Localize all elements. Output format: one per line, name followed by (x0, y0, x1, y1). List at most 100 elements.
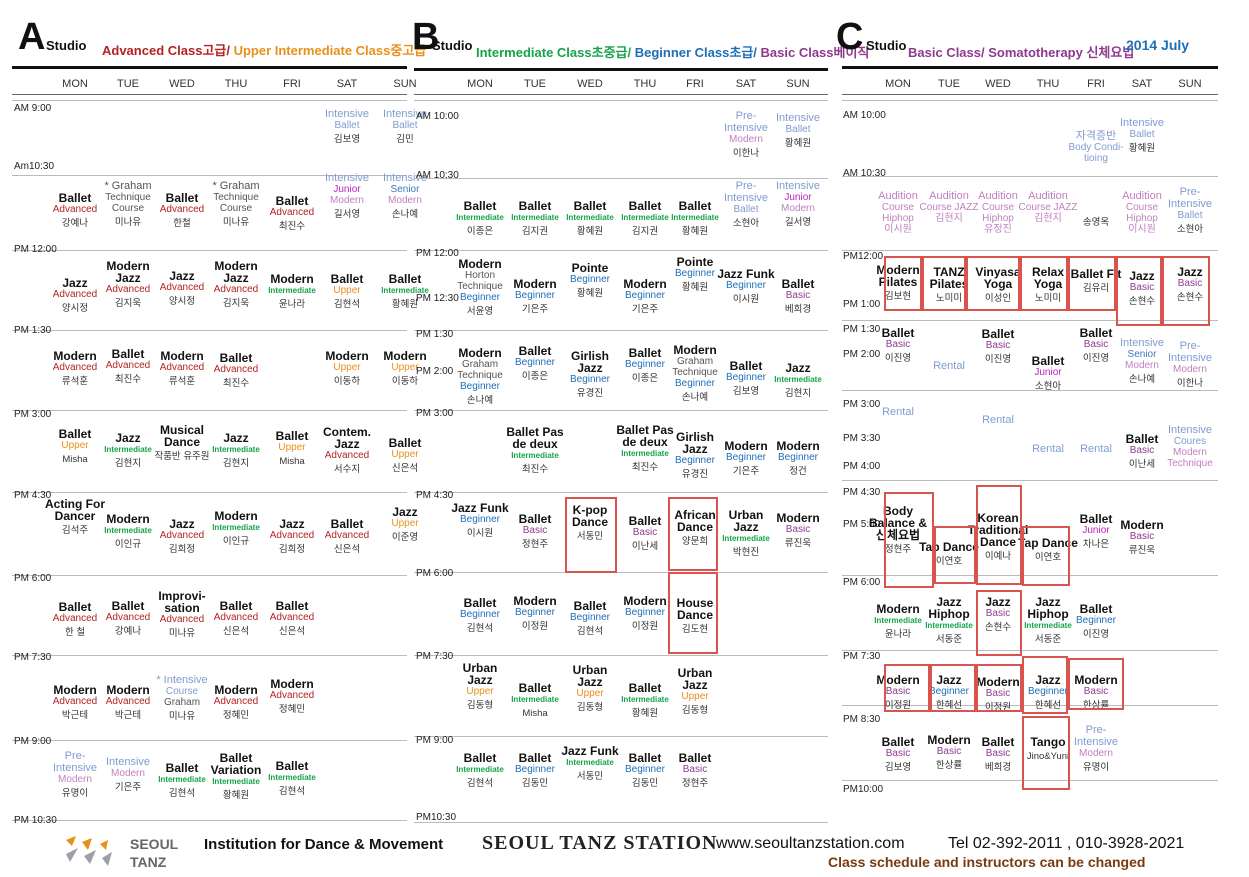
class-slot: Ballet Advanced 한 철 (44, 601, 106, 638)
class-level: Basic (522, 525, 548, 536)
class-name: Ballet (219, 351, 253, 365)
class-level: Beginner (725, 280, 767, 291)
class-name: Jazz (169, 517, 195, 531)
instructor-name: 신은석 (278, 626, 306, 637)
instructor-name: 기은주 (521, 304, 549, 315)
class-slot: Ballet Advanced 강예나 (97, 600, 159, 637)
instructor-name: 류진욱 (1128, 545, 1156, 556)
instructor-name: 손나예 (391, 209, 419, 220)
class-slot: Jazz Funk Beginner 이시원 (449, 502, 511, 539)
class-slot: Modern Beginner 이정원 (614, 595, 676, 632)
grid-line (12, 655, 407, 656)
class-slot: Ballet Pas de deux Intermediate 최진수 (504, 426, 566, 475)
class-level: Basic (1129, 445, 1155, 456)
class-level: Intermediate (511, 451, 559, 460)
class-name: Urban Jazz (572, 663, 608, 689)
class-slot: Ballet Fit 김유리 (1065, 268, 1127, 294)
class-level: Advanced (105, 360, 151, 371)
class-slot: Ballet Beginner 김동민 (614, 752, 676, 789)
instructor-name: 황혜원 (784, 138, 812, 149)
class-slot: Jazz Basic 손현수 (967, 596, 1029, 633)
class-slot: Ballet Beginner 이종은 (504, 345, 566, 382)
class-level: Basic (1129, 282, 1155, 293)
class-slot: Modern Basic 류진욱 (767, 512, 829, 549)
class-level: Intermediate (621, 449, 669, 458)
instructor-name: 서동준 (1034, 634, 1062, 645)
instructor-name: 김동형 (681, 705, 709, 716)
website-link[interactable]: www.seoultanzstation.com (716, 835, 905, 852)
class-name: Musical Dance (159, 423, 204, 449)
studio-b-day-mon: MON (467, 78, 493, 90)
class-name: Modern (513, 594, 557, 608)
class-slot: Ballet Basic 김보영 (867, 736, 929, 773)
instructor-name: 김지권 (631, 226, 659, 237)
class-slot: Modern Upper 이동하 (374, 350, 436, 387)
class-name: Modern (623, 594, 667, 608)
instructor-name: 이난세 (631, 541, 659, 552)
class-name: Modern (876, 673, 920, 687)
instructor-name: 김현석 (278, 786, 306, 797)
class-level: Advanced (269, 690, 315, 701)
class-name: Modern (724, 439, 768, 453)
class-name: Audition (929, 190, 969, 202)
class-name: Audition (1028, 190, 1068, 202)
instructor-name: 이동하 (391, 376, 419, 387)
class-name: Ballet (58, 191, 92, 205)
class-slot: African Dance 양문희 (664, 509, 726, 547)
class-slot: Rental (1065, 443, 1127, 455)
instructor-name: 서동민 (576, 531, 604, 542)
class-level: Ballet (1129, 129, 1155, 140)
grid-line (414, 330, 828, 331)
phone-text: Tel 02-392-2011 , 010-3928-2021 (948, 835, 1185, 852)
studio-c-day-rule (842, 94, 1218, 95)
class-slot: Ballet Intermediate 김지권 (614, 200, 676, 237)
class-name: Jazz (279, 517, 305, 531)
class-level: Advanced (324, 450, 370, 461)
class-slot: Modern Upper 이동하 (316, 350, 378, 387)
class-slot: Ballet Advanced 한철 (151, 192, 213, 229)
class-level: Beginner (928, 686, 970, 697)
class-name: Modern (927, 733, 971, 747)
class-name: Modern (623, 277, 667, 291)
class-level: Beginner (1027, 686, 1069, 697)
class-name: Intensive (1119, 337, 1165, 349)
class-name: Jazz (1035, 673, 1061, 687)
studio-c-day-tue: TUE (938, 78, 960, 90)
class-name: Modern (876, 602, 920, 616)
class-name: Ballet (388, 436, 422, 450)
instructor-name: 서수지 (333, 464, 361, 475)
class-slot: Pointe Beginner 황혜원 (559, 262, 621, 299)
studio-a-time-label: PM 12:00 (14, 244, 57, 255)
grid-line (842, 320, 1218, 321)
class-level: Intermediate (268, 773, 316, 782)
class-slot: Urban Jazz Intermediate 박현진 (715, 509, 777, 558)
class-name: * Graham (104, 180, 152, 192)
class-slot: Ballet Upper Misha (44, 428, 106, 465)
class-name: Pre- Intensive (1073, 724, 1119, 748)
class-level: Graham Technique (672, 356, 718, 378)
station-name: SEOUL TANZ STATION (482, 832, 718, 854)
class-level: Advanced (213, 612, 259, 623)
class-slot: Audition Course JAZZ 김현지 (918, 190, 980, 224)
class-level: Beginner (624, 764, 666, 775)
instructor-name: 이난세 (1128, 459, 1156, 470)
class-slot: Modern Basic 한상률 (1065, 674, 1127, 711)
instructor-name: 김보영 (884, 762, 912, 773)
highlight-box (976, 485, 1022, 585)
class-name: Ballet (58, 427, 92, 441)
class-slot: Modern Advanced 박근테 (44, 684, 106, 721)
highlight-box (930, 664, 976, 712)
grid-line (414, 250, 828, 251)
instructor-name: 김희정 (168, 544, 196, 555)
studio-c-time-label: PM12:00 (843, 251, 884, 262)
class-slot: Girlish Jazz Beginner 유경진 (664, 431, 726, 480)
instructor-name: 최진수 (631, 462, 659, 473)
grid-line (12, 250, 407, 251)
instructor-name: 황혜원 (1128, 143, 1156, 154)
instructor-name: 길서영 (784, 217, 812, 228)
studio-b-time-label: PM 12:00 (416, 248, 459, 259)
class-slot: Ballet Upper 신은석 (374, 437, 436, 474)
instructor-name: 양시정 (168, 296, 196, 307)
class-name: Ballet (275, 429, 309, 443)
class-name: Girlish Jazz (675, 430, 714, 456)
